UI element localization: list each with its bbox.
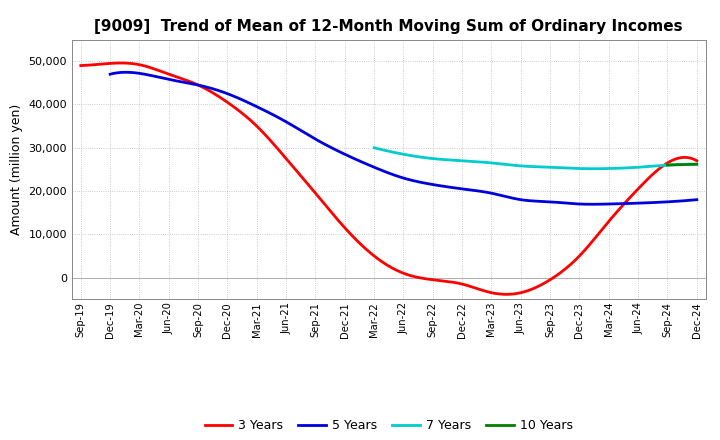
3 Years: [117, 60, 125, 66]
5 Years: [588, 202, 597, 207]
Line: 5 Years: 5 Years: [110, 72, 697, 204]
Title: [9009]  Trend of Mean of 12-Month Moving Sum of Ordinary Incomes: [9009] Trend of Mean of 12-Month Moving …: [94, 19, 683, 34]
5 Years: [477, 189, 485, 194]
3 Years: [527, 286, 536, 292]
7 Years: [693, 161, 701, 167]
3 Years: [152, 67, 161, 72]
Legend: 3 Years, 5 Years, 7 Years, 10 Years: 3 Years, 5 Years, 7 Years, 10 Years: [199, 414, 578, 437]
7 Years: [475, 159, 484, 165]
7 Years: [589, 166, 598, 171]
Y-axis label: Amount (million yen): Amount (million yen): [10, 104, 23, 235]
7 Years: [370, 145, 379, 150]
3 Years: [279, 152, 287, 158]
3 Years: [524, 288, 533, 293]
3 Years: [322, 204, 330, 209]
7 Years: [603, 166, 612, 171]
5 Years: [693, 197, 701, 202]
7 Years: [409, 153, 418, 158]
Line: 7 Years: 7 Years: [374, 148, 697, 169]
5 Years: [298, 129, 307, 134]
5 Years: [122, 70, 130, 75]
5 Years: [534, 198, 542, 204]
7 Years: [573, 166, 582, 171]
7 Years: [498, 161, 506, 167]
5 Years: [106, 72, 114, 77]
5 Years: [178, 79, 186, 84]
5 Years: [340, 151, 348, 157]
3 Years: [466, 284, 474, 289]
10 Years: [663, 162, 672, 168]
7 Years: [605, 166, 613, 171]
3 Years: [503, 292, 511, 297]
5 Years: [531, 198, 539, 204]
Line: 10 Years: 10 Years: [667, 164, 697, 165]
10 Years: [693, 161, 701, 167]
Line: 3 Years: 3 Years: [81, 63, 697, 294]
3 Years: [693, 158, 701, 163]
3 Years: [76, 63, 85, 68]
